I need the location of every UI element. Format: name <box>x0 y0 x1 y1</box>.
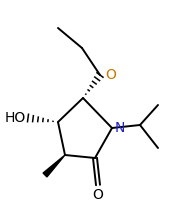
Text: HO: HO <box>5 111 26 125</box>
Text: O: O <box>93 188 103 202</box>
Text: N: N <box>115 121 125 135</box>
Polygon shape <box>43 155 65 177</box>
Text: O: O <box>105 68 116 82</box>
